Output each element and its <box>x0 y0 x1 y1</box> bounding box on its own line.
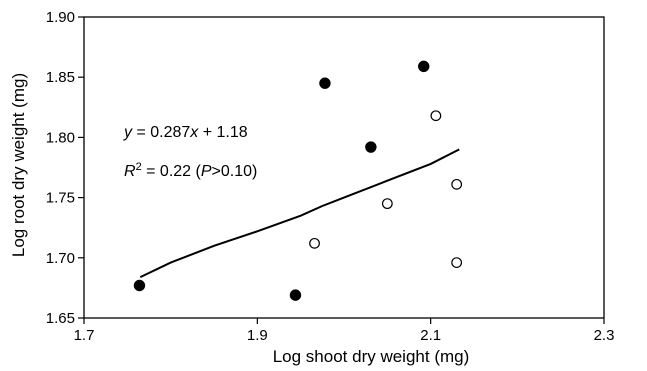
regression-line <box>139 148 460 279</box>
y-tick-label: 1.85 <box>46 69 75 86</box>
x-tick-label: 1.7 <box>74 327 95 344</box>
y-tick-label: 1.90 <box>46 9 75 26</box>
x-tick-label: 2.1 <box>420 327 441 344</box>
filled-data-point <box>133 279 146 292</box>
plot-area: 1.7 1.9 2.1 2.3 1.65 1.70 1.75 1.80 1.85 1.90 <box>46 9 615 344</box>
x-tick-label: 1.9 <box>247 327 268 344</box>
y-tick-label: 1.75 <box>46 190 75 207</box>
y-tick-label: 1.70 <box>46 250 75 267</box>
filled-data-point <box>365 141 377 153</box>
filled-data-point <box>319 77 331 89</box>
open-data-point <box>381 198 393 210</box>
x-tick-label: 2.3 <box>594 327 615 344</box>
y-tick-label: 1.65 <box>46 310 75 327</box>
filled-data-point <box>418 60 430 73</box>
y-axis-title: Log root dry weight (mg) <box>9 73 28 257</box>
open-data-point <box>309 237 320 249</box>
x-axis-title: Log shoot dry weight (mg) <box>273 347 470 366</box>
open-data-point <box>451 257 463 269</box>
open-data-point <box>430 110 442 122</box>
r-squared-annotation: R2 = 0.22 (P>0.10) <box>124 161 257 180</box>
open-data-point <box>451 178 463 190</box>
y-tick-label: 1.80 <box>46 129 75 146</box>
filled-data-point <box>289 289 302 301</box>
regression-equation: y = 0.287x + 1.18 <box>123 124 248 141</box>
plot-frame <box>83 16 605 319</box>
